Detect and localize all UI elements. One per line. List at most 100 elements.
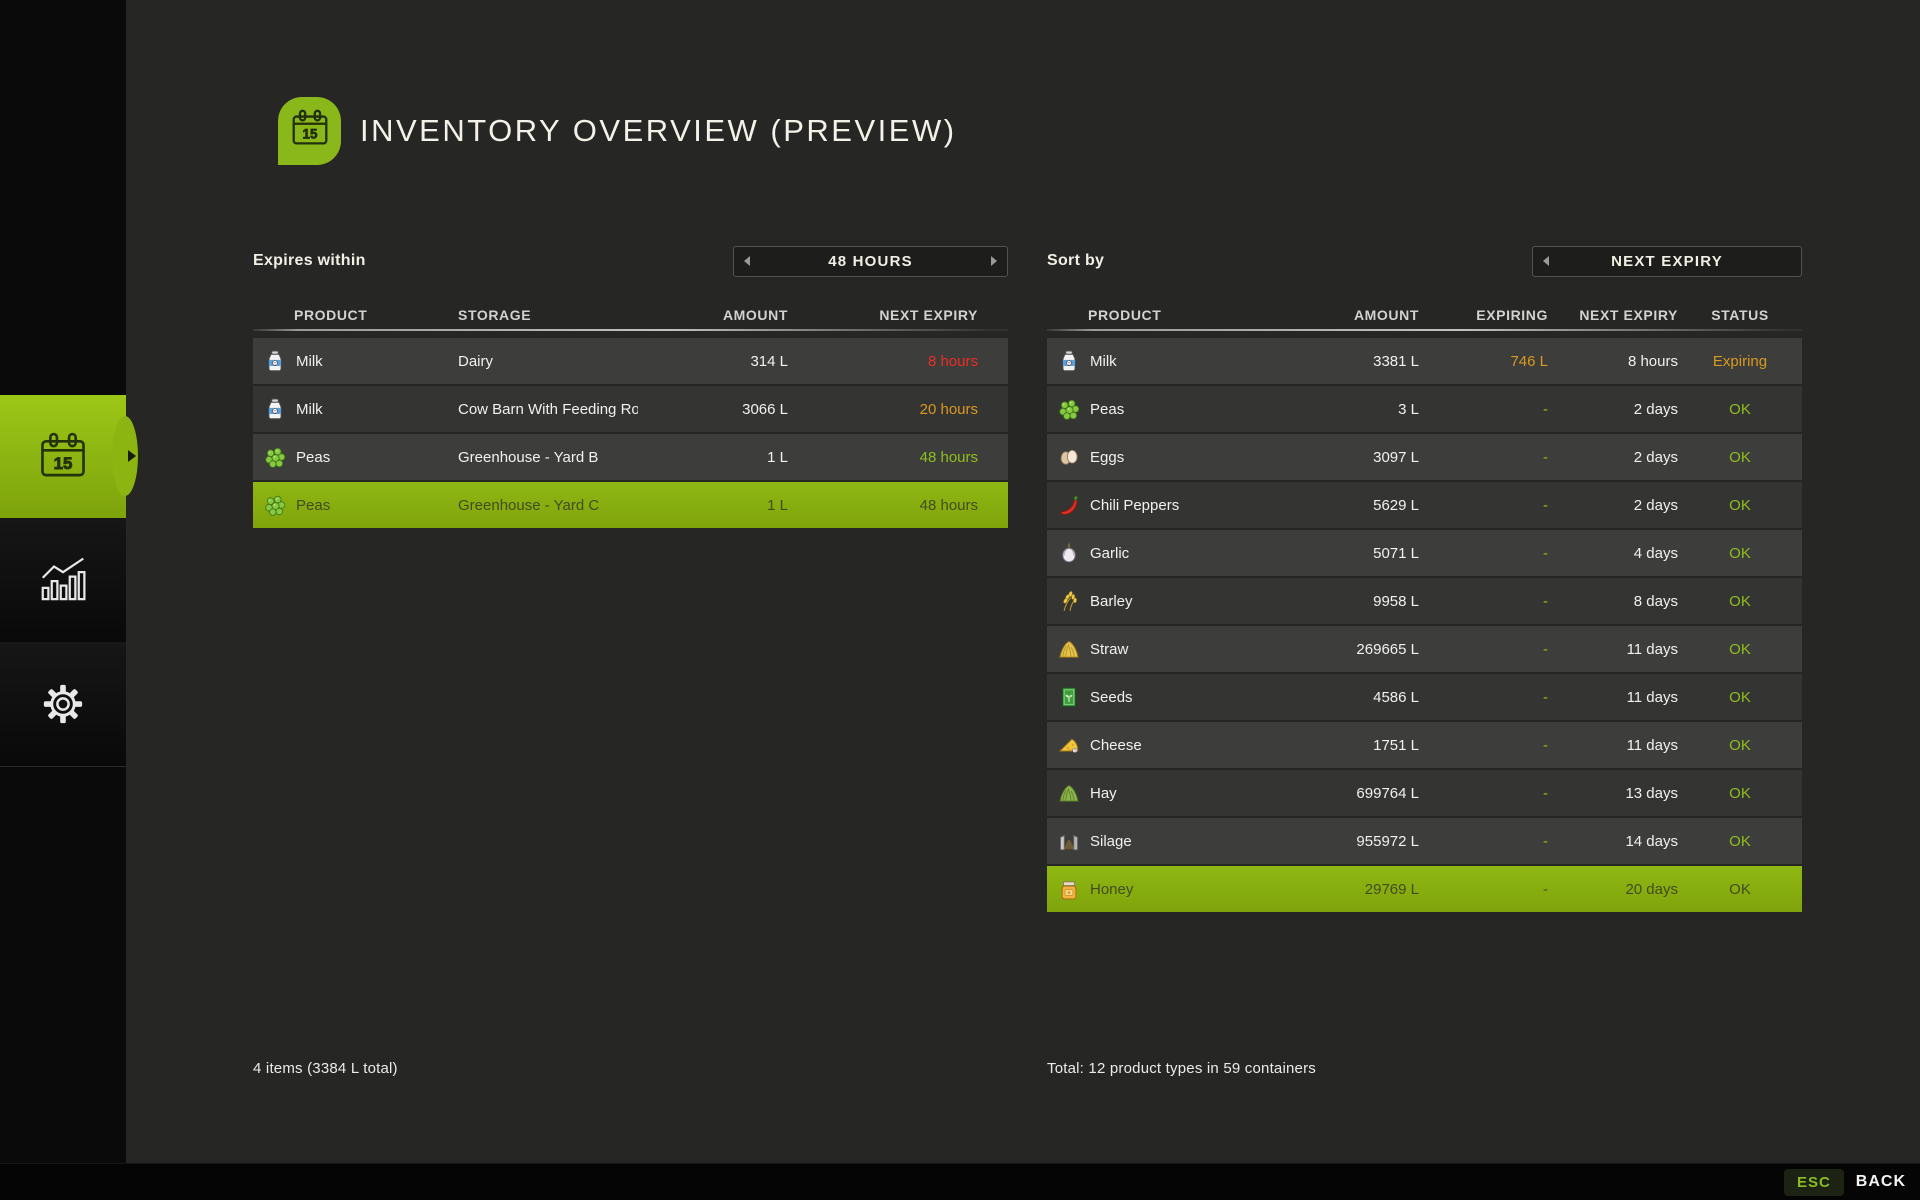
straw-icon: [1056, 636, 1082, 662]
amount-cell: 5629 L: [1373, 496, 1419, 514]
amount-cell: 5071 L: [1373, 544, 1419, 562]
expiring-cell: -: [1543, 640, 1548, 658]
expires-within-next-button[interactable]: [981, 247, 1007, 276]
expiring-cell: -: [1543, 544, 1548, 562]
column-header-product: PRODUCT: [294, 306, 368, 323]
table-row[interactable]: Peas 3 L - 2 days OK: [1047, 386, 1802, 432]
status-cell: OK: [1729, 592, 1751, 610]
product-cell: Milk: [1047, 348, 1252, 374]
table-row[interactable]: Milk 3381 L 746 L 8 hours Expiring: [1047, 338, 1802, 384]
table-row[interactable]: Cheese 1751 L - 11 days OK: [1047, 722, 1802, 768]
table-row[interactable]: Honey 29769 L - 20 days OK: [1047, 866, 1802, 912]
status-cell: OK: [1729, 736, 1751, 754]
product-name: Peas: [1090, 400, 1125, 418]
next-expiry-cell: 8 hours: [927, 352, 978, 370]
sidebar-item-statistics[interactable]: [0, 518, 126, 643]
next-expiry-cell: 20 days: [1625, 880, 1678, 898]
chevron-left-icon: [744, 256, 750, 266]
product-cell: Barley: [1047, 588, 1252, 614]
left-table-header: PRODUCT STORAGE AMOUNT NEXT EXPIRY: [253, 301, 1008, 328]
product-name: Chili Peppers: [1090, 496, 1180, 514]
header-divider: [253, 329, 1008, 331]
column-header-next-expiry: NEXT EXPIRY: [1579, 306, 1678, 323]
gear-icon: [36, 677, 90, 731]
next-expiry-cell: 2 days: [1633, 400, 1678, 418]
amount-cell: 3 L: [1398, 400, 1419, 418]
status-cell: Expiring: [1712, 352, 1768, 370]
active-tab-pointer-icon: [128, 450, 136, 462]
table-row[interactable]: Garlic 5071 L - 4 days OK: [1047, 530, 1802, 576]
milk-icon: [1056, 348, 1082, 374]
table-row[interactable]: Straw 269665 L - 11 days OK: [1047, 626, 1802, 672]
product-name: Seeds: [1090, 688, 1133, 706]
amount-cell: 3097 L: [1373, 448, 1419, 466]
table-row[interactable]: Peas Greenhouse - Yard B 1 L 48 hours: [253, 434, 1008, 480]
expiring-cell: -: [1543, 496, 1548, 514]
storage-cell: Dairy: [458, 352, 494, 370]
table-row[interactable]: Hay 699764 L - 13 days OK: [1047, 770, 1802, 816]
next-expiry-cell: 48 hours: [919, 496, 978, 514]
table-row[interactable]: Seeds 4586 L - 11 days OK: [1047, 674, 1802, 720]
product-cell: Cheese: [1047, 732, 1252, 758]
column-header-status: STATUS: [1711, 306, 1769, 323]
product-cell: Straw: [1047, 636, 1252, 662]
sort-by-prev-button[interactable]: [1533, 247, 1559, 276]
product-cell: Peas: [253, 444, 458, 470]
table-row[interactable]: Chili Peppers 5629 L - 2 days OK: [1047, 482, 1802, 528]
sort-by-selector[interactable]: NEXT EXPIRY: [1532, 245, 1802, 277]
product-name: Garlic: [1090, 544, 1130, 562]
next-expiry-cell: 8 hours: [1627, 352, 1678, 370]
right-table-header: PRODUCT AMOUNT EXPIRING NEXT EXPIRY STAT…: [1047, 301, 1802, 328]
column-header-product: PRODUCT: [1088, 306, 1162, 323]
product-name: Peas: [296, 496, 331, 514]
amount-cell: 4586 L: [1373, 688, 1419, 706]
amount-cell: 955972 L: [1356, 832, 1419, 850]
product-cell: Eggs: [1047, 444, 1252, 470]
sidebar-item-settings[interactable]: [0, 642, 126, 767]
table-row[interactable]: Milk Cow Barn With Feeding Ro... 3066 L 20 …: [253, 386, 1008, 432]
product-cell: Hay: [1047, 780, 1252, 806]
esc-key-button[interactable]: ESC: [1783, 1168, 1844, 1196]
product-name: Cheese: [1090, 736, 1142, 754]
product-cell: Peas: [253, 492, 458, 518]
amount-cell: 1751 L: [1373, 736, 1419, 754]
storage-cell: Cow Barn With Feeding Ro...: [458, 400, 638, 418]
table-row[interactable]: Milk Dairy 314 L 8 hours: [253, 338, 1008, 384]
product-cell: Peas: [1047, 396, 1252, 422]
table-row[interactable]: Silage 955972 L - 14 days OK: [1047, 818, 1802, 864]
page-icon-badge: 15: [278, 97, 341, 165]
expires-within-prev-button[interactable]: [734, 247, 760, 276]
product-name: Silage: [1090, 832, 1132, 850]
status-cell: OK: [1729, 688, 1751, 706]
product-totals-panel: Sort by NEXT EXPIRY PRODUCT AMOUNT EXPIR…: [1047, 244, 1802, 914]
column-header-next-expiry: NEXT EXPIRY: [879, 306, 978, 323]
expiring-cell: -: [1543, 448, 1548, 466]
chevron-left-icon: [1543, 256, 1549, 266]
next-expiry-cell: 2 days: [1633, 448, 1678, 466]
back-button[interactable]: BACK: [1855, 1173, 1906, 1190]
footer-bar: ESC BACK: [0, 1163, 1920, 1200]
sidebar-item-inventory[interactable]: 15: [0, 395, 126, 518]
table-row[interactable]: Barley 9958 L - 8 days OK: [1047, 578, 1802, 624]
next-expiry-cell: 8 days: [1633, 592, 1678, 610]
seeds-icon: [1056, 684, 1082, 710]
product-cell: Milk: [253, 348, 458, 374]
next-expiry-cell: 11 days: [1626, 736, 1678, 754]
table-row[interactable]: Peas Greenhouse - Yard C 1 L 48 hours: [253, 482, 1008, 528]
expiring-cell: -: [1543, 832, 1548, 850]
cheese-icon: [1056, 732, 1082, 758]
next-expiry-cell: 13 days: [1625, 784, 1678, 802]
product-name: Milk: [296, 400, 323, 418]
sort-by-arrow-spacer: [1775, 247, 1801, 276]
svg-text:15: 15: [302, 126, 317, 141]
product-name: Honey: [1090, 880, 1134, 898]
peas-icon: [262, 492, 288, 518]
product-name: Milk: [1090, 352, 1117, 370]
peas-icon: [1056, 396, 1082, 422]
table-row[interactable]: Eggs 3097 L - 2 days OK: [1047, 434, 1802, 480]
amount-cell: 3381 L: [1373, 352, 1419, 370]
honey-icon: [1056, 876, 1082, 902]
column-header-amount: AMOUNT: [722, 306, 788, 323]
status-cell: OK: [1729, 496, 1751, 514]
expires-within-selector[interactable]: 48 HOURS: [733, 245, 1008, 277]
